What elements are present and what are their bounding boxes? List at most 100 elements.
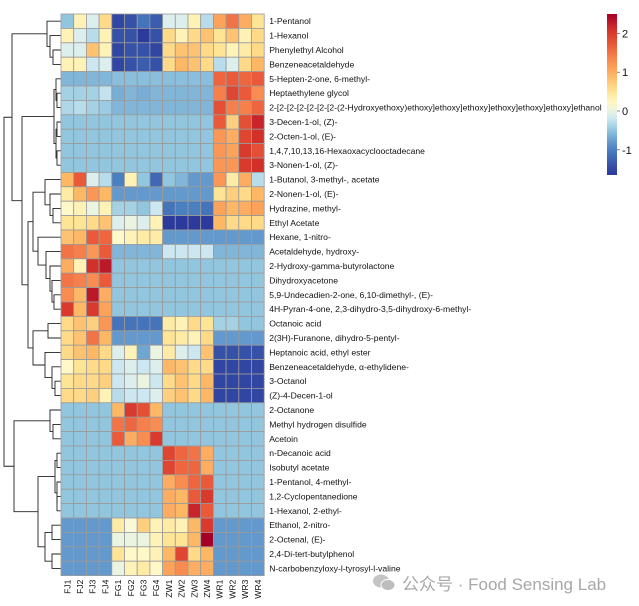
heatmap-cell: [238, 27, 252, 44]
heatmap-cell: [86, 474, 100, 490]
heatmap-cell: [73, 459, 87, 476]
heatmap-cell: [136, 186, 151, 202]
heatmap-cell: [200, 359, 214, 375]
dendrogram-branch: [44, 351, 61, 379]
heatmap-cell: [149, 13, 163, 29]
heatmap-cell: [174, 71, 189, 87]
heatmap-cell: [162, 344, 176, 361]
heatmap-cell: [225, 85, 240, 101]
heatmap-cell: [238, 229, 252, 245]
heatmap-cell: [111, 258, 125, 274]
heatmap-cell: [162, 243, 176, 260]
row-label: Isobutyl acetate: [269, 463, 329, 473]
heatmap-cell: [111, 128, 125, 144]
heatmap-cell: [238, 143, 252, 159]
dendrogram-branch: [32, 330, 48, 366]
heatmap-cell: [162, 431, 176, 447]
heatmap-cell: [98, 330, 113, 346]
heatmap-cell: [149, 431, 163, 447]
heatmap-cell: [136, 114, 151, 130]
heatmap-cell: [238, 114, 252, 130]
heatmap-cell: [124, 114, 138, 130]
heatmap-cell: [98, 344, 113, 361]
heatmap-cell: [149, 200, 163, 216]
column-labels: FJ1 FJ2 FJ3 FJ4 FG1 FG2 FG3 FG4 ZW1 ZW2 ZW3 ZW4 WR1 W…: [62, 579, 263, 598]
heatmap-cell: [136, 157, 151, 173]
dendrogram-branch: [56, 121, 61, 137]
heatmap-cell: [251, 560, 265, 577]
heatmap-cell: [238, 128, 252, 144]
heatmap-cell: [162, 287, 176, 303]
heatmap-cell: [225, 359, 240, 375]
heatmap-cell: [60, 315, 75, 332]
heatmap-cell: [212, 459, 227, 476]
heatmap-cell: [174, 503, 189, 519]
row-label: Heptaethylene glycol: [269, 88, 349, 98]
heatmap-cell: [136, 431, 151, 447]
heatmap-cell: [111, 171, 125, 188]
heatmap-cell: [212, 488, 227, 505]
heatmap-cell: [86, 272, 100, 289]
heatmap-cell: [136, 71, 151, 87]
dendrogram-branch: [56, 481, 61, 504]
heatmap-cell: [98, 13, 113, 29]
heatmap-cell: [174, 243, 189, 260]
heatmap-cell: [136, 344, 151, 361]
heatmap-cell: [187, 42, 202, 58]
heatmap-cell: [60, 488, 75, 505]
heatmap-cell: [238, 532, 252, 548]
heatmap-cell: [238, 301, 252, 317]
heatmap-cell: [98, 100, 113, 116]
heatmap-cell: [187, 56, 202, 73]
column-label: WR1: [215, 579, 225, 598]
dendrogram-branch: [51, 279, 61, 303]
heatmap-cell: [149, 344, 163, 361]
heatmap-cell: [225, 445, 240, 461]
heatmap-cell: [136, 229, 151, 245]
row-label: 4H-Pyran-4-one, 2,3-dihydro-3,5-dihydrox…: [269, 304, 471, 314]
heatmap-cell: [225, 42, 240, 58]
heatmap-cell: [111, 402, 125, 418]
heatmap-cell: [86, 143, 100, 159]
heatmap-cell: [200, 459, 214, 476]
heatmap-cell: [251, 315, 265, 332]
heatmap-cell: [200, 229, 214, 245]
heatmap-cell: [98, 488, 113, 505]
heatmap-cell: [200, 157, 214, 173]
heatmap-cell: [212, 27, 227, 44]
heatmap-cell: [225, 200, 240, 216]
heatmap-cell: [225, 100, 240, 116]
heatmap-cell: [174, 546, 189, 562]
heatmap-cell: [98, 186, 113, 202]
heatmap-cell: [200, 517, 214, 533]
heatmap-cell: [200, 258, 214, 274]
heatmap-cell: [251, 402, 265, 418]
heatmap-cell: [60, 344, 75, 361]
heatmap-cell: [187, 229, 202, 245]
heatmap-cell: [124, 100, 138, 116]
heatmap-cell: [86, 416, 100, 433]
heatmap-cell: [238, 215, 252, 231]
heatmap-cell: [60, 200, 75, 216]
wechat-icon: [372, 573, 396, 593]
dendrogram-branch: [51, 366, 61, 389]
heatmap-cell: [162, 186, 176, 202]
heatmap-cell: [200, 114, 214, 130]
heatmap-cell: [124, 373, 138, 389]
heatmap-cell: [238, 272, 252, 289]
heatmap-cell: [212, 330, 227, 346]
heatmap-cell: [225, 229, 240, 245]
heatmap-cell: [98, 200, 113, 216]
heatmap-cell: [73, 387, 87, 404]
heatmap-cell: [238, 373, 252, 389]
heatmap-cell: [124, 301, 138, 317]
heatmap-cell: [174, 474, 189, 490]
heatmap-cell: [200, 532, 214, 548]
row-label: 2,4-Di-tert-butylphenol: [269, 549, 354, 559]
heatmap-cell: [225, 128, 240, 144]
heatmap-cell: [73, 56, 87, 73]
heatmap-cell: [124, 359, 138, 375]
heatmap-cell: [251, 85, 265, 101]
heatmap-cell: [149, 85, 163, 101]
heatmap-cell: [111, 215, 125, 231]
